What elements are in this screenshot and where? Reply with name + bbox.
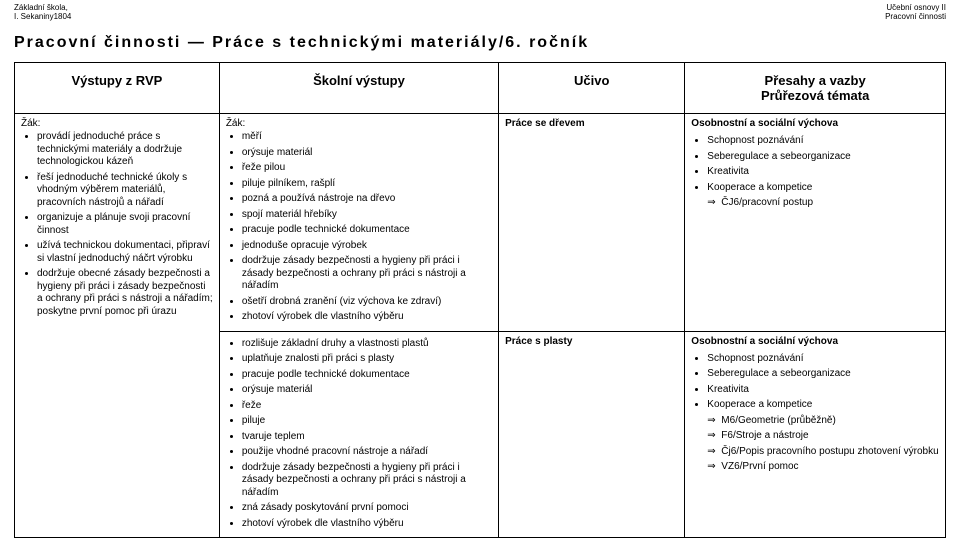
list-item: zhotoví výrobek dle vlastního výběru [242,311,492,324]
skolni-lead: Žák: [226,118,492,129]
list-item: užívá technickou dokumentaci, připraví s… [37,240,213,265]
list-item: F6/Stroje a nástroje [707,430,939,443]
list-item: Kreativita [707,384,939,397]
cell-presahy-2: Osobnostní a sociální výchova Schopnost … [685,331,946,538]
col-header-skolni: Školní výstupy [219,63,498,114]
list-item: tvaruje teplem [242,431,492,444]
cell-ucivo-1: Práce se dřevem [499,114,685,332]
table-header-row: Výstupy z RVP Školní výstupy Učivo Přesa… [15,63,946,114]
list-item: M6/Geometrie (průběžně) [707,415,939,428]
list-item: řeže [242,400,492,413]
header-left-line2: I. Sekaniny1804 [14,12,71,21]
list-item: Seberegulace a sebeorganizace [707,151,939,164]
list-item: dodržuje obecné zásady bezpečnosti a hyg… [37,268,213,318]
rvp-lead: Žák: [21,118,213,129]
presahy-list-2: Schopnost poznávání Seberegulace a sebeo… [707,353,939,412]
presahy-title-1: Osobnostní a sociální výchova [691,118,939,129]
list-item: Schopnost poznávání [707,353,939,366]
list-item: pracuje podle technické dokumentace [242,369,492,382]
list-item: orýsuje materiál [242,147,492,160]
list-item: spojí materiál hřebíky [242,209,492,222]
presahy-arrows-2: M6/Geometrie (průběžně) F6/Stroje a nást… [707,415,939,474]
list-item: piluje pilníkem, rašplí [242,178,492,191]
list-item: Čj6/Popis pracovního postupu zhotovení v… [707,446,939,459]
presahy-title-2: Osobnostní a sociální výchova [691,336,939,347]
list-item: uplatňuje znalosti při práci s plasty [242,353,492,366]
list-item: pozná a používá nástroje na dřevo [242,193,492,206]
list-item: Kreativita [707,166,939,179]
header-left-line1: Základní škola, [14,3,68,12]
list-item: Kooperace a kompetice [707,399,939,412]
list-item: Seberegulace a sebeorganizace [707,368,939,381]
skolni-list-1: měří orýsuje materiál řeže pilou piluje … [242,131,492,324]
page-root: Základní škola, I. Sekaniny1804 Učební o… [0,0,960,555]
list-item: zná zásady poskytování první pomoci [242,502,492,515]
header-right-line2: Pracovní činnosti [885,12,946,21]
list-item: Kooperace a kompetice [707,182,939,195]
list-item: ošetří drobná zranění (viz výchova ke zd… [242,296,492,309]
curriculum-table: Výstupy z RVP Školní výstupy Učivo Přesa… [14,62,946,538]
col-header-rvp: Výstupy z RVP [15,63,220,114]
cell-skolni-1: Žák: měří orýsuje materiál řeže pilou pi… [219,114,498,332]
list-item: jednoduše opracuje výrobek [242,240,492,253]
page-title: Pracovní činnosti — Práce s technickými … [14,34,946,58]
cell-ucivo-2: Práce s plasty [499,331,685,538]
rvp-list: provádí jednoduché práce s technickými m… [37,131,213,318]
col-header-presahy-line2: Průřezová témata [689,88,941,103]
list-item: VZ6/První pomoc [707,461,939,474]
col-header-presahy: Přesahy a vazby Průřezová témata [685,63,946,114]
list-item: provádí jednoduché práce s technickými m… [37,131,213,169]
list-item: dodržuje zásady bezpečnosti a hygieny př… [242,255,492,293]
cell-presahy-1: Osobnostní a sociální výchova Schopnost … [685,114,946,332]
cell-skolni-2: rozlišuje základní druhy a vlastnosti pl… [219,331,498,538]
header-right: Učební osnovy II Pracovní činnosti [885,4,946,22]
skolni-list-2: rozlišuje základní druhy a vlastnosti pl… [242,338,492,531]
header-left: Základní škola, I. Sekaniny1804 [14,4,71,22]
list-item: orýsuje materiál [242,384,492,397]
list-item: rozlišuje základní druhy a vlastnosti pl… [242,338,492,351]
col-header-presahy-line1: Přesahy a vazby [689,73,941,88]
list-item: zhotoví výrobek dle vlastního výběru [242,518,492,531]
cell-rvp: Žák: provádí jednoduché práce s technick… [15,114,220,538]
ucivo-title-2: Práce s plasty [505,336,678,347]
list-item: dodržuje zásady bezpečnosti a hygieny př… [242,462,492,500]
list-item: řeže pilou [242,162,492,175]
col-header-ucivo: Učivo [499,63,685,114]
presahy-list-1: Schopnost poznávání Seberegulace a sebeo… [707,135,939,194]
list-item: řeší jednoduché technické úkoly s vhodný… [37,172,213,210]
list-item: ČJ6/pracovní postup [707,197,939,210]
list-item: měří [242,131,492,144]
header-right-line1: Učební osnovy II [886,3,946,12]
ucivo-title-1: Práce se dřevem [505,118,678,129]
list-item: pracuje podle technické dokumentace [242,224,492,237]
table-row: Žák: provádí jednoduché práce s technick… [15,114,946,332]
list-item: piluje [242,415,492,428]
presahy-arrows-1: ČJ6/pracovní postup [707,197,939,210]
list-item: organizuje a plánuje svoji pracovní činn… [37,212,213,237]
list-item: Schopnost poznávání [707,135,939,148]
list-item: použije vhodné pracovní nástroje a nářad… [242,446,492,459]
